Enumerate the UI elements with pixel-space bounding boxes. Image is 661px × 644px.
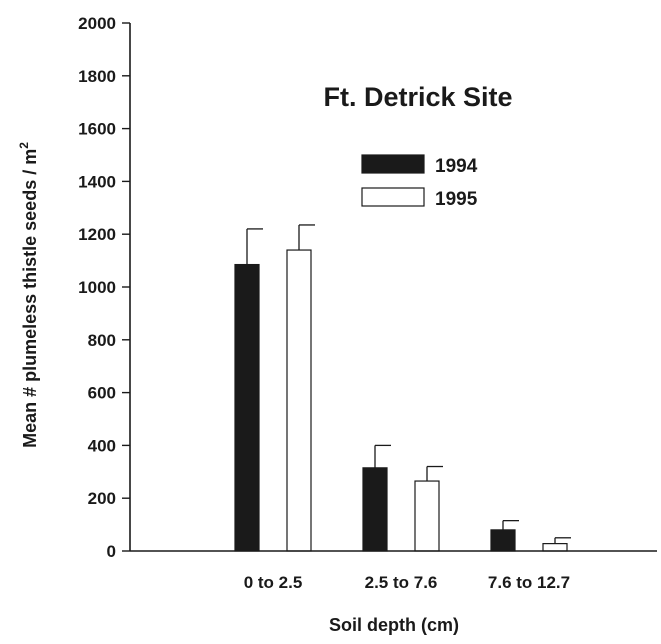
legend: 1994 1995	[361, 154, 478, 210]
y-tick-label: 200	[88, 489, 116, 508]
x-tick-label: 7.6 to 12.7	[488, 573, 570, 592]
legend-swatch-1994	[361, 154, 425, 174]
bar-1995-2	[542, 543, 568, 552]
x-tick-label: 0 to 2.5	[244, 573, 303, 592]
y-axis-title: Mean # plumeless thistle seeds / m2	[17, 142, 40, 448]
y-tick-label: 400	[88, 436, 116, 455]
y-tick-label: 800	[88, 331, 116, 350]
plot-area: 0 200 400 600 800 1000 1200 1400 1600 1800 2000 0 t…	[78, 14, 657, 592]
bar-1995-1	[414, 480, 440, 552]
bar-1994-0	[234, 263, 260, 552]
x-tick-label: 2.5 to 7.6	[365, 573, 438, 592]
y-tick-label: 1800	[78, 67, 116, 86]
chart-title: Ft. Detrick Site	[323, 82, 512, 112]
x-axis-title: Soil depth (cm)	[329, 615, 459, 635]
legend-label-1994: 1994	[435, 156, 478, 177]
bar-1994-1	[362, 467, 388, 552]
y-tick-label: 1200	[78, 225, 116, 244]
y-axis-title-text: Mean # plumeless thistle seeds / m	[20, 149, 40, 448]
y-tick-label: 1400	[78, 172, 116, 191]
y-tick-label: 0	[107, 542, 116, 561]
y-axis-title-superscript: 2	[17, 142, 31, 149]
legend-swatch-1995	[361, 187, 425, 207]
y-tick-label: 1600	[78, 120, 116, 139]
y-tick-label: 1000	[78, 278, 116, 297]
legend-label-1995: 1995	[435, 189, 478, 210]
bar-1994-2	[490, 529, 516, 552]
y-tick-label: 600	[88, 384, 116, 403]
bar-1995-0	[286, 249, 312, 552]
y-tick-label: 2000	[78, 14, 116, 33]
